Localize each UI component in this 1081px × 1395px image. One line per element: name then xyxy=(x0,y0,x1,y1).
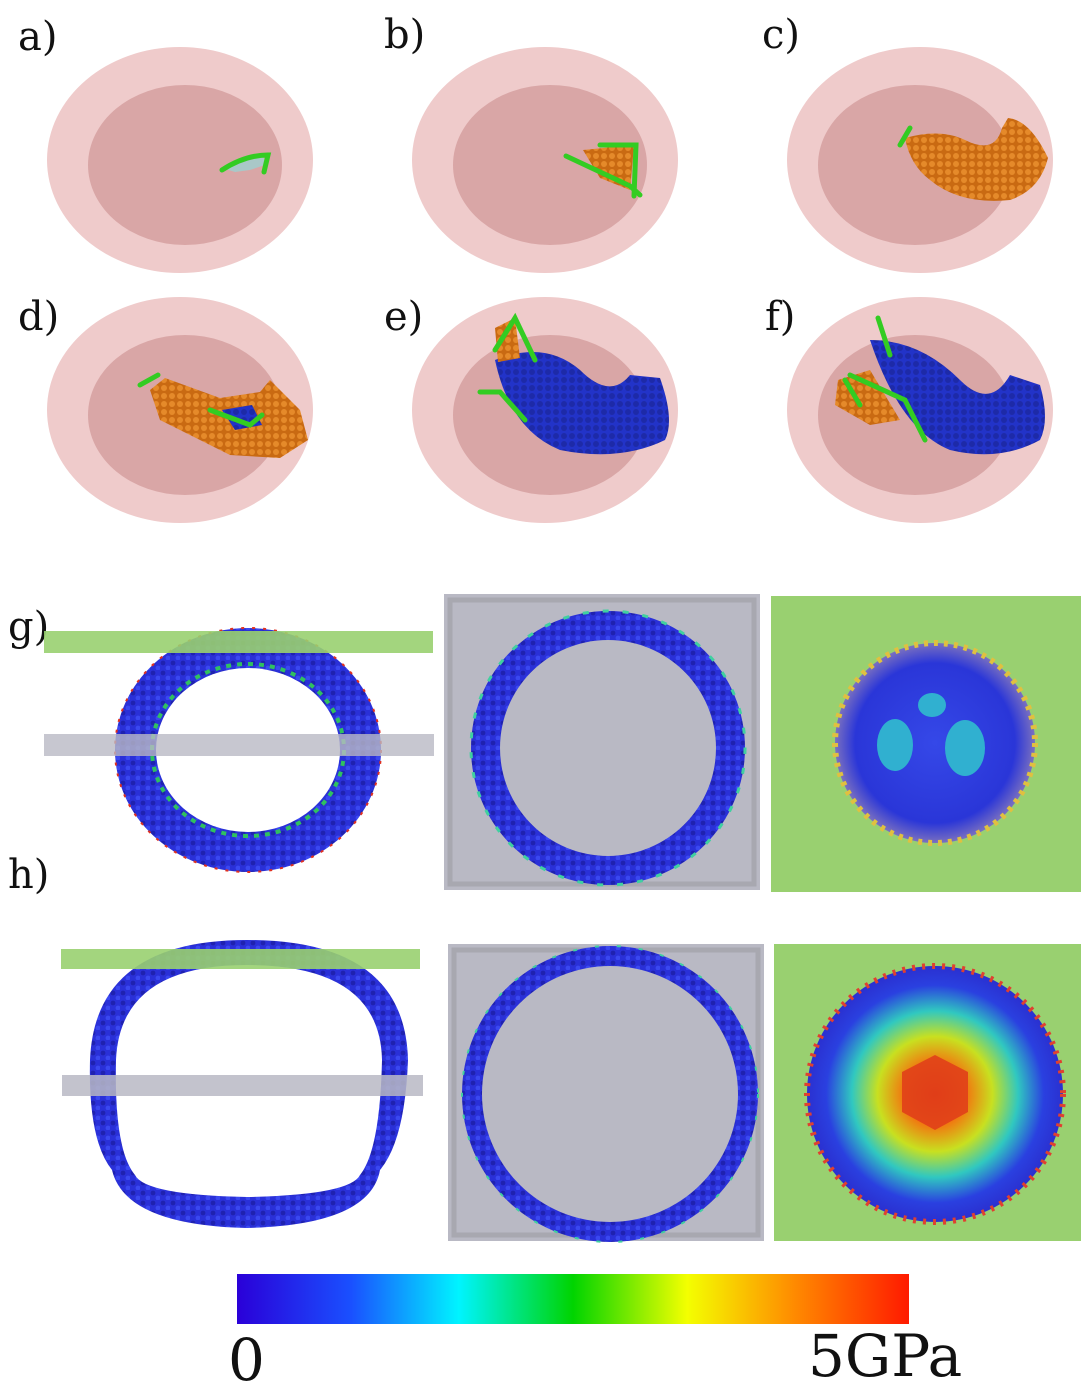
panel-label-a: a) xyxy=(18,14,58,60)
panel-f-shell xyxy=(787,297,1053,523)
panel-h-indent-view xyxy=(774,944,1081,1241)
panel-h-bottom-indenter xyxy=(62,1075,423,1096)
panel-label-b: b) xyxy=(384,12,426,58)
panel-d-shell xyxy=(47,297,313,523)
panel-label-h: h) xyxy=(8,852,50,898)
colorbar-min-label: 0 xyxy=(228,1326,265,1394)
panel-c-orange-loop xyxy=(905,118,1048,201)
panel-g-side-view xyxy=(44,627,434,873)
panel-e-blue-loop xyxy=(495,352,669,455)
panel-a-shell xyxy=(47,47,313,273)
panel-g-top-indenter xyxy=(44,631,433,653)
panel-f-orange-patch xyxy=(835,370,900,425)
panel-b-shell xyxy=(412,47,678,273)
panel-e-shell xyxy=(412,297,678,523)
panel-b-orange-patch xyxy=(583,145,634,190)
panel-h-top-indenter xyxy=(61,949,420,969)
panel-label-c: c) xyxy=(762,12,801,58)
colorbar-max-label: 5GPa xyxy=(808,1322,963,1390)
panel-f-blue-loop xyxy=(870,340,1045,455)
panel-a-dislocation xyxy=(222,156,268,172)
panel-label-d: d) xyxy=(18,294,60,340)
panel-g-bottom-indenter xyxy=(44,734,434,756)
panel-label-f: f) xyxy=(765,294,796,340)
panel-e-orange-patch xyxy=(495,318,520,362)
panel-c-shell xyxy=(787,47,1053,273)
panel-h-top-view xyxy=(448,944,764,1243)
stress-colorbar xyxy=(237,1274,909,1324)
panel-h-side-view xyxy=(61,940,423,1228)
panel-label-g: g) xyxy=(8,604,50,650)
panel-label-e: e) xyxy=(384,294,424,340)
panel-g-top-view xyxy=(444,594,760,890)
panel-g-indent-view xyxy=(771,596,1081,892)
